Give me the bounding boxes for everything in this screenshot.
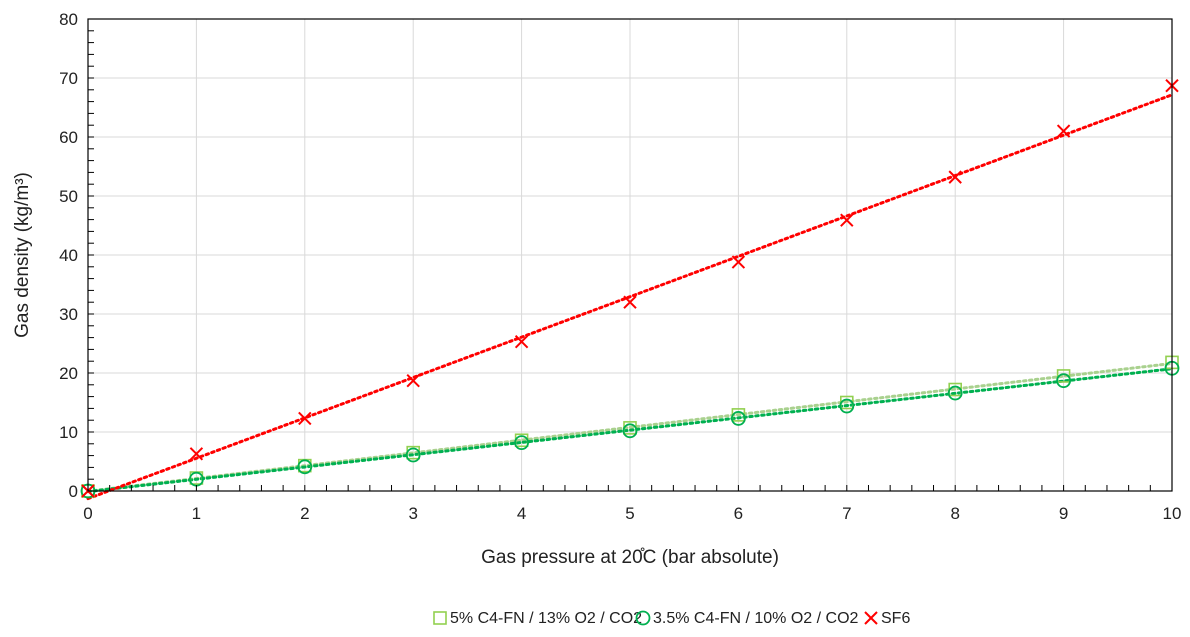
x-marker-stroke [189, 447, 204, 461]
x-tick-label: 8 [950, 504, 959, 523]
y-tick-label: 20 [59, 364, 78, 383]
x-tick-label: 7 [842, 504, 851, 523]
y-tick-label: 30 [59, 305, 78, 324]
point-series-1 [1056, 369, 1071, 383]
point-series-3 [514, 335, 529, 349]
x-marker-stroke [298, 411, 312, 426]
point-series-3 [840, 213, 854, 227]
x-tick-label: 1 [192, 504, 201, 523]
x-marker-stroke [948, 170, 962, 184]
point-series-3 [731, 255, 746, 269]
legend: 5% C4-FN / 13% O2 / CO2 3.5% C4-FN / 10% … [433, 610, 910, 627]
x-tick-labels: 0 1 2 3 4 5 6 7 8 9 10 [83, 504, 1181, 523]
x-marker-stroke [514, 335, 529, 349]
point-series-2 [731, 411, 746, 426]
point-series-3 [298, 411, 312, 426]
point-series-2 [947, 385, 963, 401]
x-marker-stroke [406, 373, 420, 388]
y-tick-label: 10 [59, 423, 78, 442]
point-series-2 [405, 447, 421, 463]
legend-label-series-2: 3.5% C4-FN / 10% O2 / CO2 [653, 610, 859, 627]
x-marker-stroke [864, 611, 878, 625]
x-tick-label: 2 [300, 504, 309, 523]
x-tick-label: 10 [1163, 504, 1182, 523]
x-tick-label: 9 [1059, 504, 1068, 523]
point-series-2 [297, 459, 313, 475]
x-marker-stroke [731, 255, 746, 269]
point-series-2 [622, 423, 638, 439]
x-tick-label: 5 [625, 504, 634, 523]
point-series-3 [406, 373, 420, 388]
y-axis-title: Gas density (kg/m³) [12, 172, 33, 338]
point-series-3 [1056, 124, 1071, 138]
legend-label-series-3: SF6 [881, 610, 910, 627]
point-series-2 [514, 435, 529, 451]
point-series-3 [623, 295, 637, 309]
point-series-3 [948, 170, 962, 184]
y-tick-label: 40 [59, 246, 78, 265]
y-tick-label: 60 [59, 128, 78, 147]
data-markers [80, 78, 1180, 499]
x-tick-label: 3 [408, 504, 417, 523]
y-tick-label: 50 [59, 187, 78, 206]
trendlines [86, 93, 1174, 501]
legend-label-series-1: 5% C4-FN / 13% O2 / CO2 [450, 610, 642, 627]
x-axis-title: Gas pressure at 20̊C (bar absolute) [481, 547, 779, 568]
legend-marker-series-3 [864, 611, 878, 625]
legend-marker-series-2 [635, 610, 651, 626]
trendline-series-3 [86, 93, 1174, 501]
y-tick-labels: 0 10 20 30 40 50 60 70 80 [59, 10, 78, 501]
y-tick-label: 70 [59, 69, 78, 88]
point-series-2 [839, 398, 855, 414]
x-tick-label: 0 [83, 504, 92, 523]
point-series-3 [189, 447, 204, 461]
x-marker-stroke [840, 213, 854, 227]
minor-ticks [87, 18, 1173, 492]
y-tick-label: 80 [59, 10, 78, 29]
trendline-series-2 [86, 367, 1174, 494]
point-series-2 [1056, 373, 1071, 389]
x-marker-stroke [1056, 124, 1071, 138]
grid [88, 19, 1172, 491]
legend-marker-series-1 [433, 611, 447, 625]
x-tick-label: 6 [734, 504, 743, 523]
x-tick-label: 4 [517, 504, 526, 523]
y-tick-label: 0 [69, 482, 78, 501]
x-marker-stroke [623, 295, 637, 309]
